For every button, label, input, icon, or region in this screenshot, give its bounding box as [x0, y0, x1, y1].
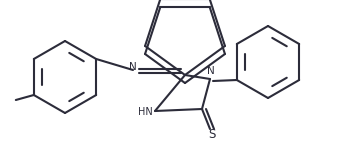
Text: N: N: [129, 62, 137, 72]
Text: HN: HN: [138, 107, 153, 117]
Text: S: S: [208, 128, 216, 142]
Text: N: N: [207, 66, 215, 76]
